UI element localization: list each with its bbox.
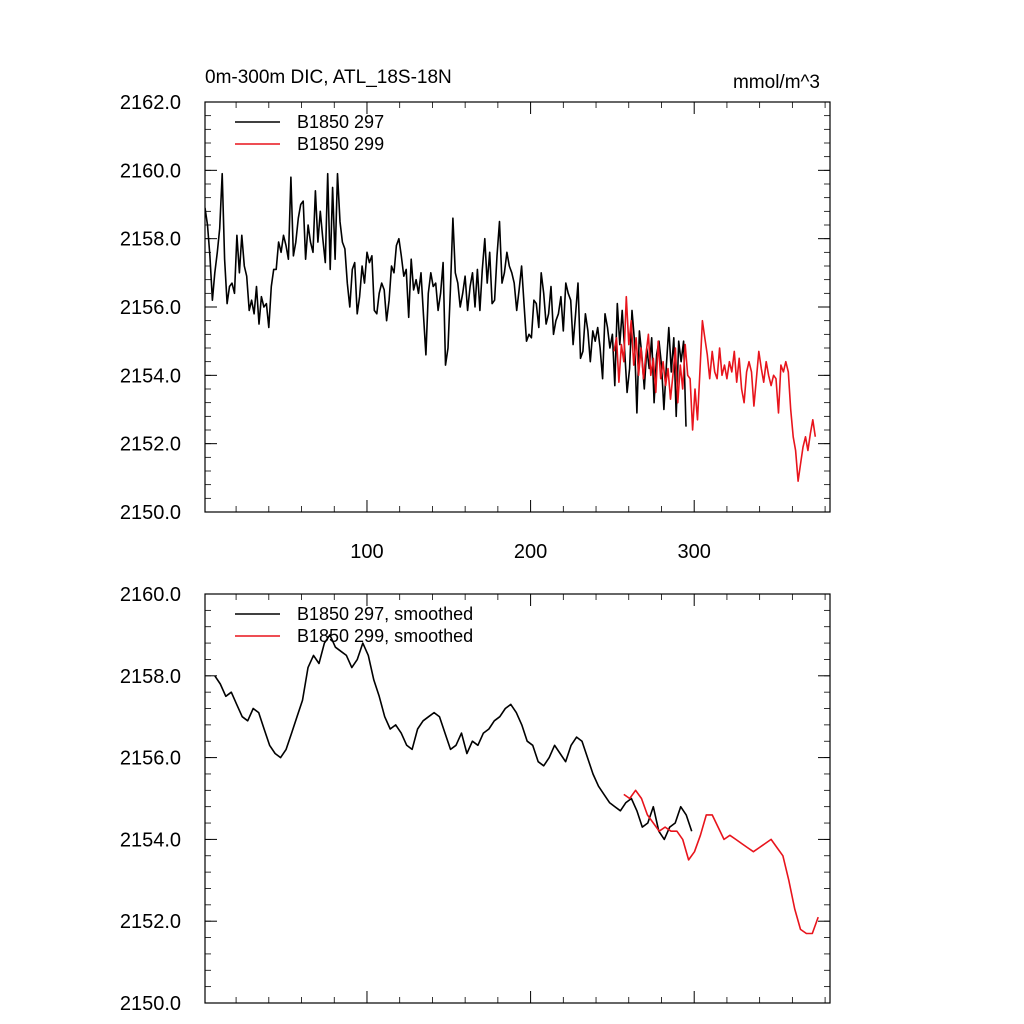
y-tick-label: 2154.0 [120,365,181,387]
y-tick-label: 2152.0 [120,911,181,933]
y-tick-label: 2154.0 [120,829,181,851]
y-tick-label: 2160.0 [120,584,181,606]
y-tick-label: 2150.0 [120,993,181,1015]
top-panel: 2150.0 2152.0 2154.0 2156.0 2158.0 2160.0 2162… [120,67,831,563]
legend-label: B1850 297 [297,112,384,132]
legend-label: B1850 297, smoothed [297,604,473,624]
y-tick-label: 2150.0 [120,502,181,524]
units-label: mmol/m^3 [733,72,820,93]
y-tick-label: 2158.0 [120,666,181,688]
series-line-b1850-297 [205,172,687,427]
y-tick-label: 2160.0 [120,160,181,182]
y-tick-label: 2158.0 [120,229,181,251]
plot-frame [204,593,831,1004]
y-tick-label: 2152.0 [120,434,181,456]
bottom-panel: 2150.0 2152.0 2154.0 2156.0 2158.0 2160.0 B185… [120,584,831,1015]
x-tick-label: 300 [678,541,711,563]
x-tick-label: 200 [514,541,547,563]
series-line-b1850-297 [214,634,693,841]
series-line-b1850-299 [613,295,817,483]
y-tick-label: 2162.0 [120,92,181,114]
legend-label: B1850 299, smoothed [297,626,473,646]
chart-title: 0m-300m DIC, ATL_18S-18N [205,67,452,88]
y-tick-label: 2156.0 [120,748,181,770]
y-tick-label: 2156.0 [120,297,181,319]
series-line-b1850-299 [623,789,819,935]
legend-label: B1850 299 [297,134,384,154]
x-tick-label: 100 [350,541,383,563]
